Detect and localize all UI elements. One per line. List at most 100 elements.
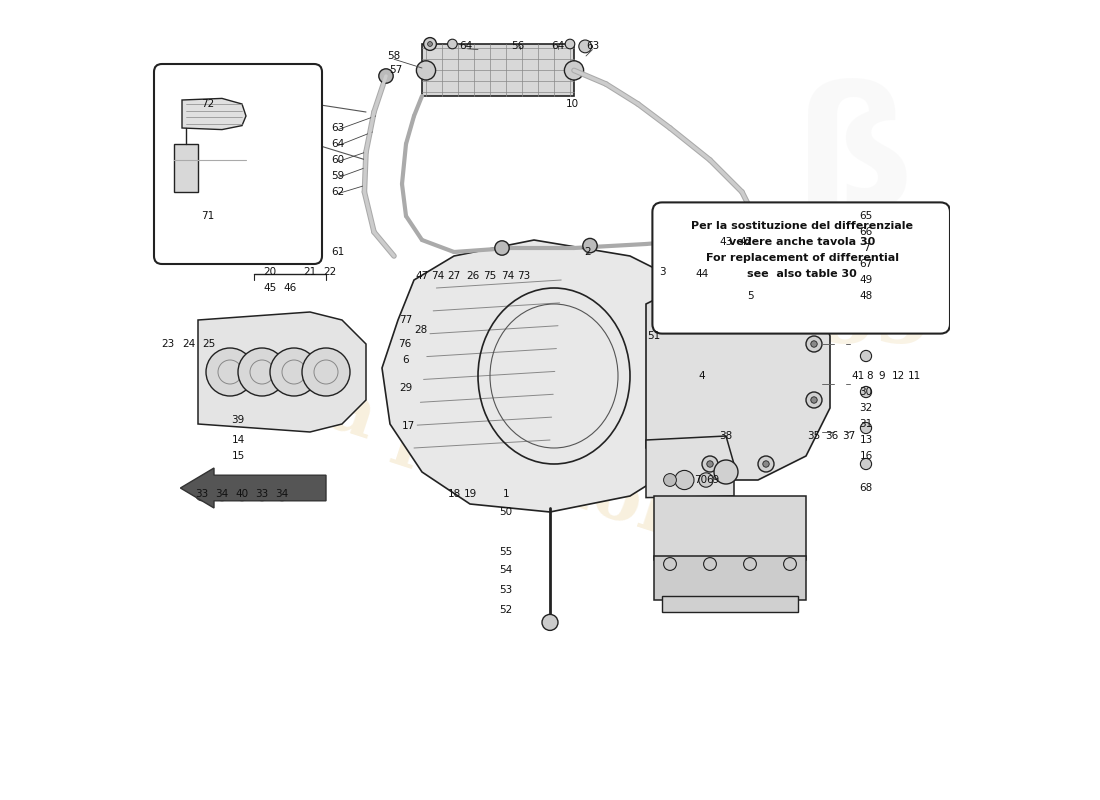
Text: 19: 19 (463, 490, 476, 499)
Text: 33: 33 (255, 490, 268, 499)
Text: 7: 7 (862, 243, 869, 253)
Polygon shape (182, 98, 246, 130)
Text: 10: 10 (565, 99, 579, 109)
Text: 68: 68 (859, 483, 872, 493)
Circle shape (860, 458, 871, 470)
Text: 8: 8 (867, 371, 873, 381)
Text: 33: 33 (196, 490, 209, 499)
FancyBboxPatch shape (652, 202, 950, 334)
Text: 15: 15 (231, 451, 244, 461)
Circle shape (663, 474, 676, 486)
Circle shape (276, 488, 288, 501)
Circle shape (378, 69, 393, 83)
Text: 34: 34 (275, 490, 288, 499)
Text: 17: 17 (402, 421, 415, 430)
Text: 22: 22 (323, 267, 337, 277)
Circle shape (424, 38, 437, 50)
Text: Per la sostituzione del differenziale: Per la sostituzione del differenziale (691, 221, 913, 230)
Bar (654, 496, 806, 560)
Text: 2: 2 (584, 247, 591, 257)
Polygon shape (646, 264, 830, 480)
Circle shape (806, 336, 822, 352)
Circle shape (579, 40, 592, 53)
Circle shape (860, 386, 871, 398)
Text: 59: 59 (331, 171, 344, 181)
Text: 63: 63 (586, 42, 600, 51)
Text: 14: 14 (231, 435, 244, 445)
Circle shape (417, 61, 436, 80)
Text: 50: 50 (499, 507, 513, 517)
Text: 28: 28 (414, 325, 427, 334)
Text: see  also table 30: see also table 30 (747, 270, 857, 279)
Text: 46: 46 (284, 283, 297, 293)
Circle shape (860, 314, 871, 326)
Circle shape (495, 241, 509, 255)
Text: 43: 43 (719, 237, 733, 246)
Text: 65: 65 (859, 211, 872, 221)
Circle shape (565, 39, 575, 49)
Text: a passion: a passion (319, 372, 701, 556)
Text: 29: 29 (399, 383, 412, 393)
Text: 44: 44 (695, 269, 708, 278)
Text: 6: 6 (403, 355, 409, 365)
Text: 5: 5 (747, 291, 754, 301)
Circle shape (216, 488, 229, 501)
Text: 49: 49 (859, 275, 872, 285)
Circle shape (702, 456, 718, 472)
Circle shape (196, 488, 208, 501)
Circle shape (762, 461, 769, 467)
Circle shape (270, 348, 318, 396)
Text: 54: 54 (499, 566, 513, 575)
Text: 64: 64 (460, 42, 473, 51)
Circle shape (794, 224, 810, 240)
Polygon shape (174, 144, 198, 192)
Circle shape (771, 293, 778, 299)
Text: 51: 51 (648, 331, 661, 341)
Text: 75: 75 (483, 271, 496, 281)
Text: 36: 36 (825, 431, 838, 441)
Text: 26: 26 (465, 271, 478, 281)
Text: 23: 23 (161, 339, 174, 349)
Text: 42: 42 (739, 237, 752, 246)
Text: 37: 37 (842, 431, 855, 441)
Text: 40: 40 (235, 490, 249, 499)
Text: 27: 27 (448, 271, 461, 281)
Text: 21: 21 (304, 267, 317, 277)
Text: 72: 72 (201, 99, 214, 109)
Text: For replacement of differential: For replacement of differential (705, 253, 899, 262)
Text: 11: 11 (908, 371, 921, 381)
Text: 58: 58 (387, 51, 400, 61)
Text: 18: 18 (448, 490, 461, 499)
Text: 55: 55 (499, 547, 513, 557)
Text: 64: 64 (551, 42, 564, 51)
Text: 67: 67 (859, 259, 872, 269)
Circle shape (707, 461, 713, 467)
Text: 57: 57 (389, 65, 403, 74)
Circle shape (428, 42, 432, 46)
Text: 62: 62 (331, 187, 344, 197)
Circle shape (811, 397, 817, 403)
Text: 35: 35 (807, 431, 821, 441)
Text: 63: 63 (331, 123, 344, 133)
Text: 41: 41 (851, 371, 865, 381)
Text: 71: 71 (201, 211, 214, 221)
Text: ß: ß (794, 78, 914, 242)
Circle shape (860, 422, 871, 434)
Text: 39: 39 (231, 415, 244, 425)
Text: 66: 66 (859, 227, 872, 237)
Text: 53: 53 (499, 586, 513, 595)
Text: 13: 13 (859, 435, 872, 445)
Text: 16: 16 (859, 451, 872, 461)
Circle shape (707, 293, 713, 299)
Text: 61: 61 (331, 247, 344, 257)
Text: 9: 9 (879, 371, 886, 381)
Text: vedere anche tavola 30: vedere anche tavola 30 (729, 237, 876, 246)
Text: 32: 32 (859, 403, 872, 413)
Polygon shape (382, 240, 726, 512)
Circle shape (564, 61, 584, 80)
Circle shape (542, 614, 558, 630)
Text: 60: 60 (331, 155, 344, 165)
Text: 73: 73 (517, 271, 530, 281)
FancyBboxPatch shape (154, 64, 322, 264)
Text: 56: 56 (512, 42, 525, 51)
